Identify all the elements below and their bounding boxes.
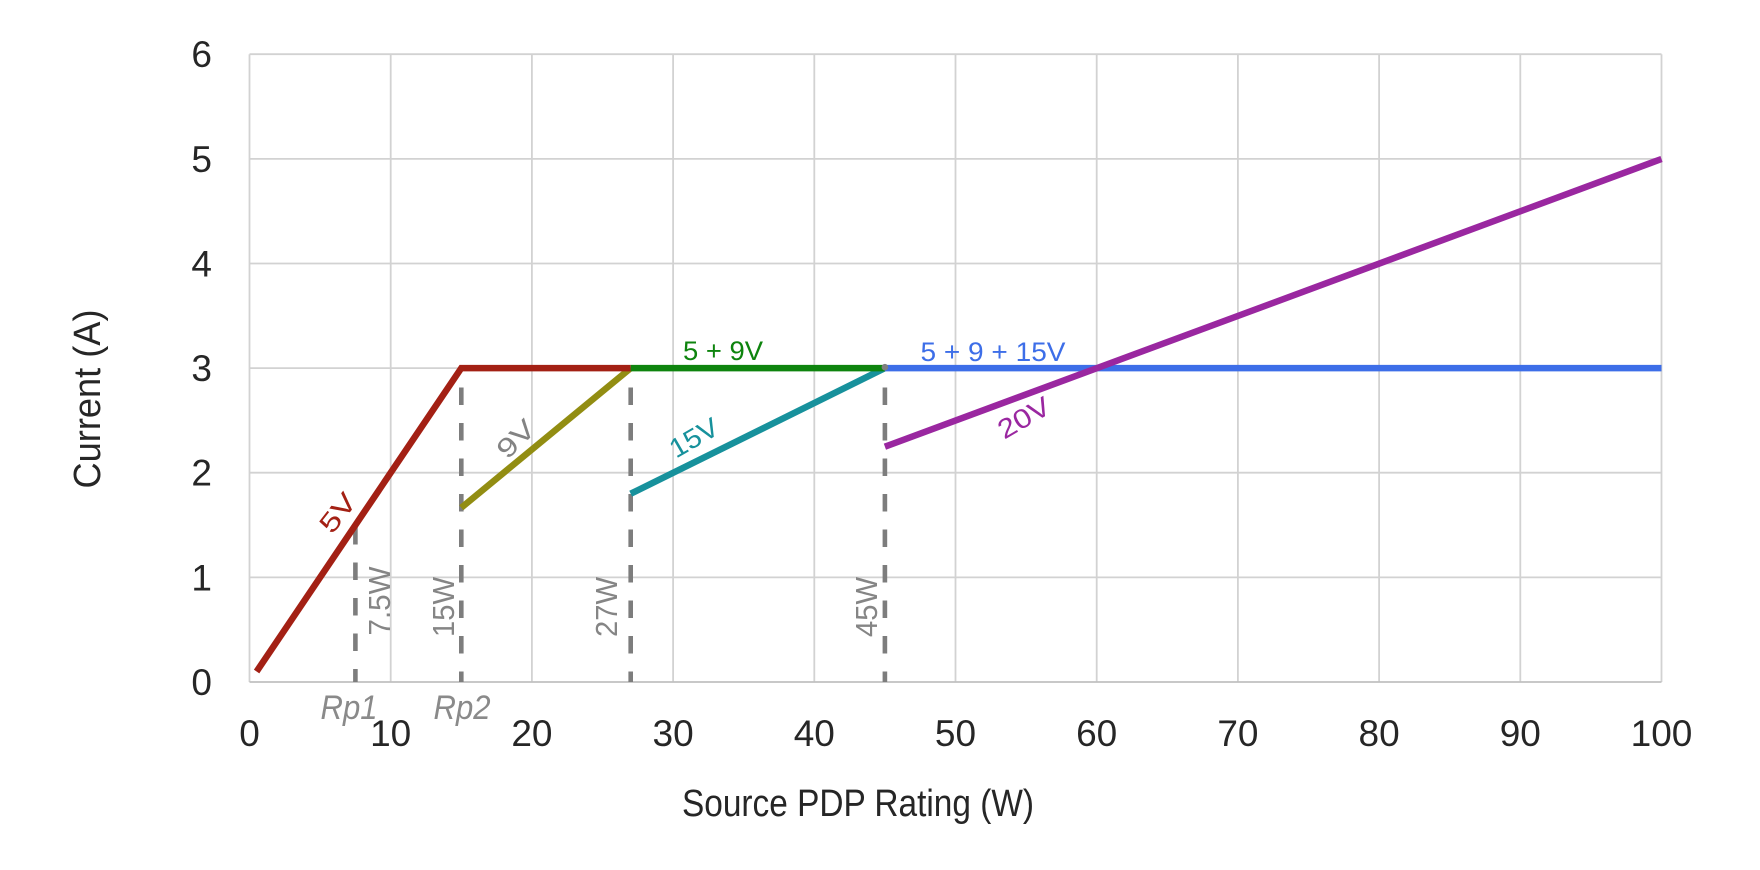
svg-text:45W: 45W	[849, 576, 884, 637]
svg-text:5 + 9V: 5 + 9V	[683, 336, 763, 366]
svg-text:70: 70	[1217, 713, 1258, 754]
svg-text:1: 1	[191, 557, 212, 598]
svg-text:5: 5	[191, 139, 212, 180]
svg-text:4: 4	[191, 244, 212, 285]
svg-text:20: 20	[511, 713, 552, 754]
svg-text:6: 6	[191, 34, 212, 75]
svg-text:40: 40	[794, 713, 835, 754]
svg-text:10: 10	[370, 713, 411, 754]
svg-text:Current (A): Current (A)	[67, 310, 109, 489]
svg-text:90: 90	[1500, 713, 1541, 754]
svg-text:0: 0	[191, 662, 212, 703]
svg-text:7.5W: 7.5W	[362, 566, 397, 636]
svg-text:15W: 15W	[426, 576, 461, 637]
svg-text:2: 2	[191, 453, 212, 494]
svg-text:80: 80	[1359, 713, 1400, 754]
svg-text:50: 50	[935, 713, 976, 754]
svg-text:30: 30	[653, 713, 694, 754]
svg-text:Source PDP Rating (W): Source PDP Rating (W)	[682, 783, 1034, 825]
svg-text:60: 60	[1076, 713, 1117, 754]
svg-text:Rp2: Rp2	[434, 689, 491, 727]
svg-text:27W: 27W	[589, 576, 624, 637]
svg-text:3: 3	[191, 348, 212, 389]
svg-text:0: 0	[239, 713, 260, 754]
svg-text:Rp1: Rp1	[321, 689, 378, 727]
svg-text:100: 100	[1631, 713, 1693, 754]
svg-text:5 + 9 + 15V: 5 + 9 + 15V	[921, 337, 1066, 367]
